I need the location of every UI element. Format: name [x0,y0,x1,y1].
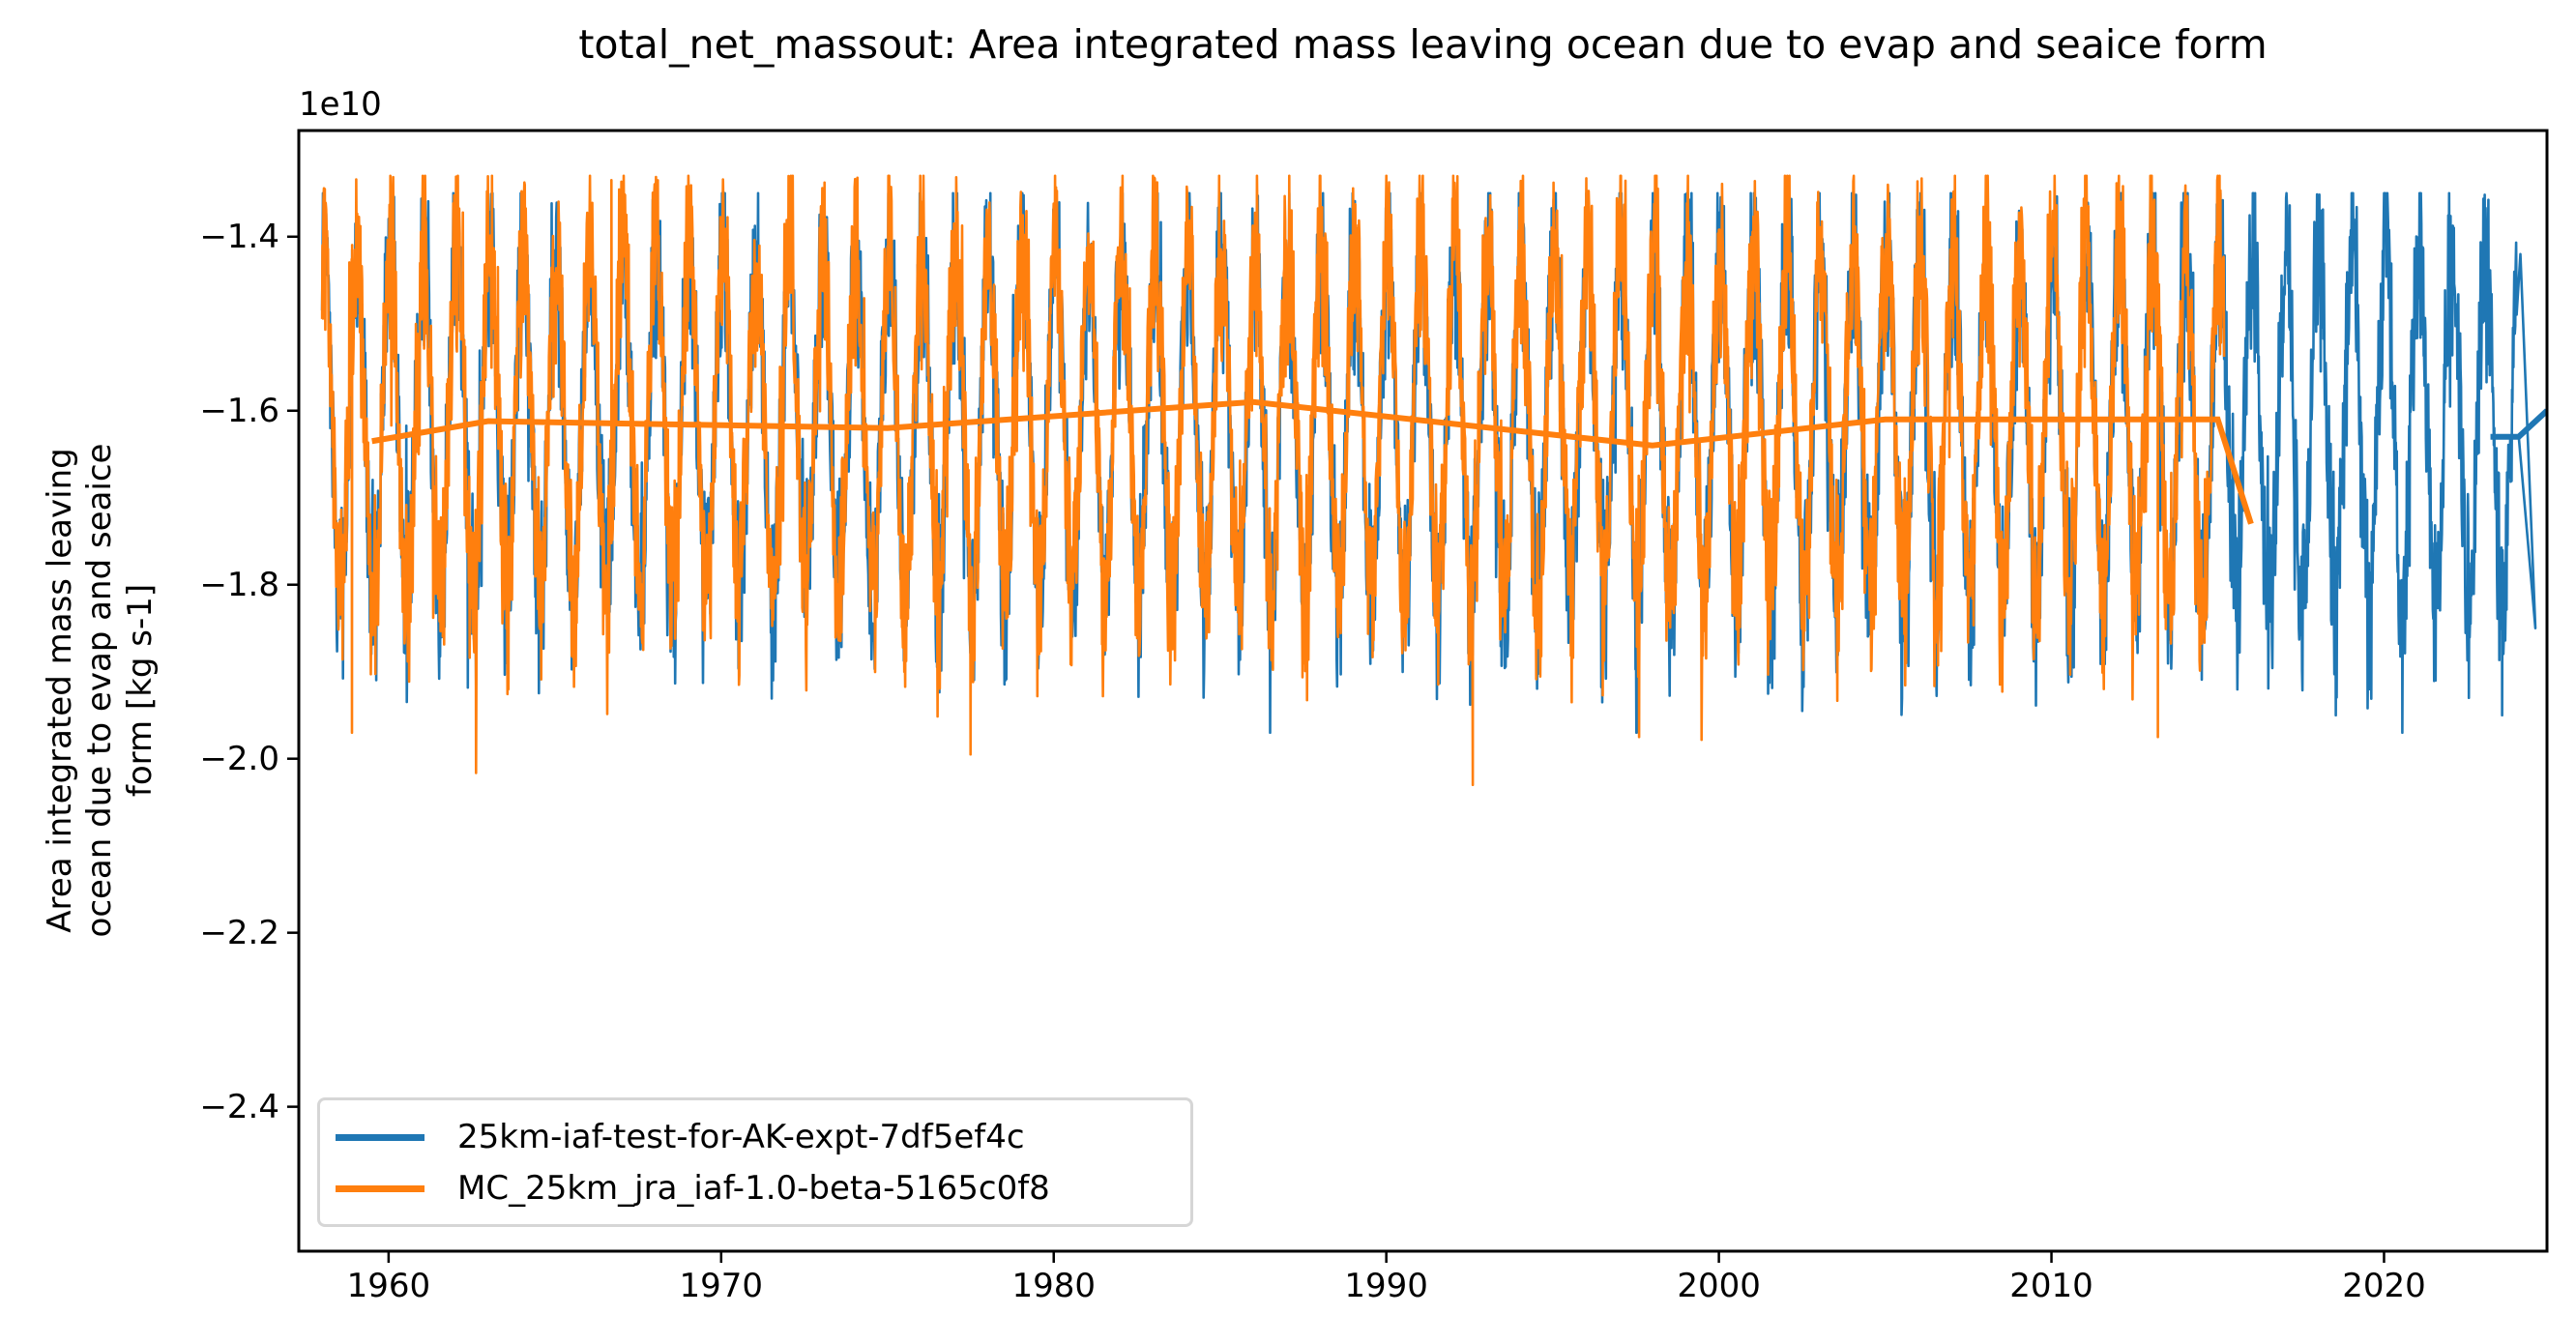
series-line-orange-tail [371,398,2254,525]
series-layer [320,174,2547,786]
legend-line-icon [336,1133,424,1141]
axes-frame [297,129,2549,1253]
x-tick-label: 1960 [346,1267,431,1305]
legend: 25km-iaf-test-for-AK-expt-7df5ef4c MC_25… [317,1097,1193,1227]
series-line-orange [320,174,2226,786]
x-tick-label: 2010 [2009,1267,2093,1305]
x-tick-label: 1970 [679,1267,764,1305]
y-axis-offset-label: 1e10 [299,85,382,124]
legend-label: MC_25km_jra_iaf-1.0-beta-5165c0f8 [457,1169,1050,1208]
y-tick-label: −2.4 [199,1087,279,1126]
y-tick-label: −2.0 [199,739,279,778]
tick-marks [287,235,2386,1263]
chart-title: total_net_massout: Area integrated mass … [578,21,2268,68]
x-tick-label: 1990 [1344,1267,1428,1305]
legend-item-blue: 25km-iaf-test-for-AK-expt-7df5ef4c [336,1113,1025,1161]
y-tick-label: −1.6 [199,391,279,430]
series-line-blue-tail [2490,408,2547,440]
legend-item-orange: MC_25km_jra_iaf-1.0-beta-5165c0f8 [336,1164,1050,1213]
legend-label: 25km-iaf-test-for-AK-expt-7df5ef4c [457,1118,1025,1156]
x-tick-label: 2000 [1677,1267,1761,1305]
y-tick-label: −1.8 [199,565,279,604]
x-tick-label: 2020 [2342,1267,2426,1305]
x-tick-label: 1980 [1011,1267,1096,1305]
y-tick-label: −2.2 [199,913,279,952]
y-tick-label: −1.4 [199,217,279,256]
legend-line-icon [336,1184,424,1192]
